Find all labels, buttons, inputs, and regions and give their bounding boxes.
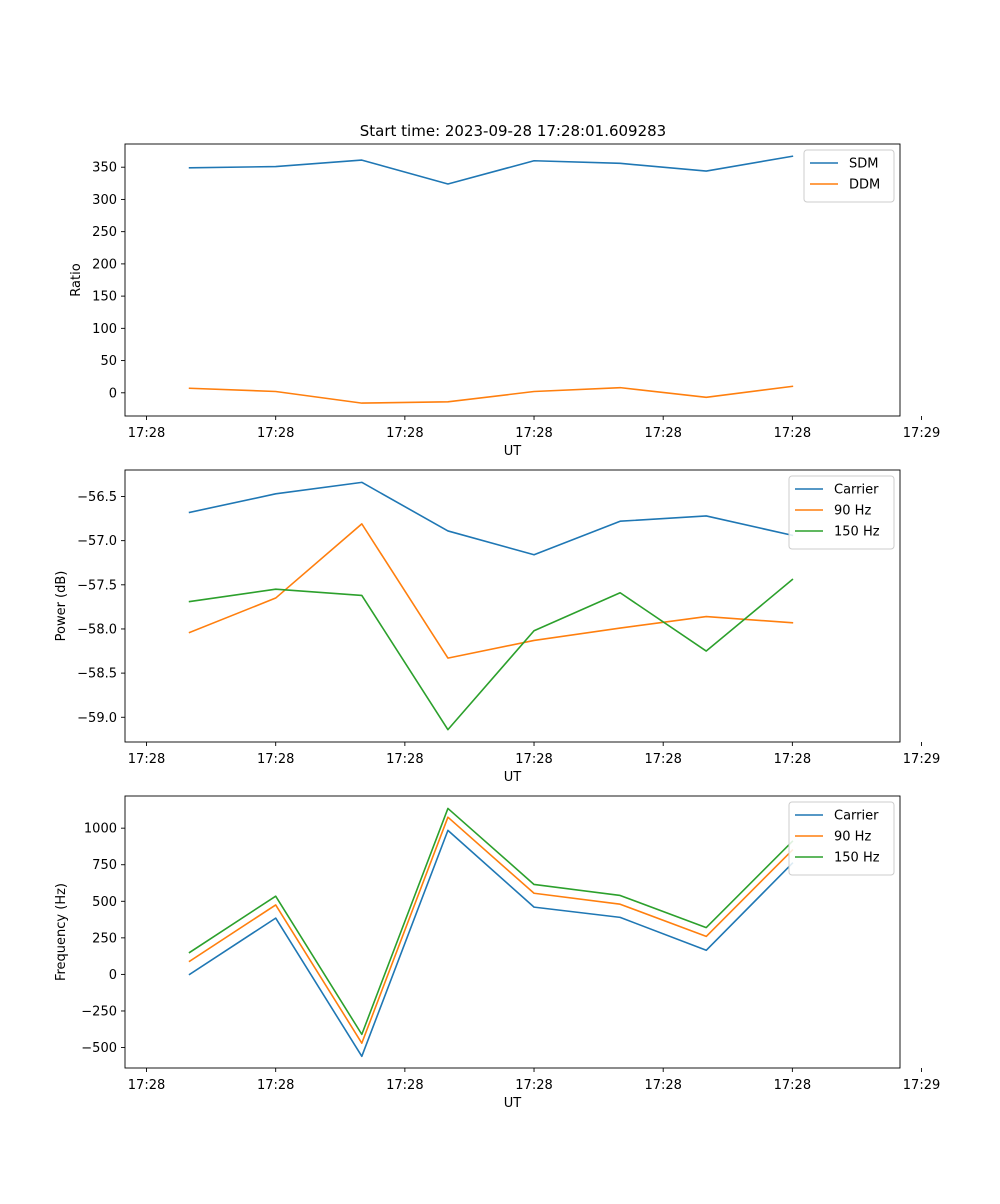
series-line-carrier (188, 829, 794, 1058)
legend-entry: 90 Hz (834, 830, 871, 845)
y-tick-label: 250 (92, 931, 117, 946)
legend-entry: SDM (849, 157, 878, 172)
legend: Carrier 90 Hz 150 Hz (788, 475, 895, 550)
series-line-sdm (188, 155, 794, 185)
legend-entry: 150 Hz (834, 851, 880, 866)
y-tick-label: 250 (92, 225, 117, 240)
y-tick-label: −57.5 (77, 578, 117, 593)
plot-frame (124, 143, 901, 417)
series-line-90-hz (188, 816, 794, 1044)
x-tick-label: 17:28 (515, 752, 552, 767)
y-tick-label: −57.0 (77, 534, 117, 549)
x-tick-label: 17:28 (515, 426, 552, 441)
legend-entry: 90 Hz (834, 504, 871, 519)
series-line-150-hz (188, 578, 794, 731)
y-tick-label: −59.0 (77, 711, 117, 726)
y-tick-label: 750 (92, 858, 117, 873)
x-axis-label: UT (504, 444, 522, 459)
y-tick-label: 1000 (84, 822, 117, 837)
y-tick-label: 150 (92, 290, 117, 305)
x-tick-label: 17:28 (386, 1078, 423, 1093)
x-tick-label: 17:28 (644, 752, 681, 767)
series-line-ddm (188, 385, 794, 404)
series-line-carrier (188, 481, 794, 556)
legend-entry: DDM (849, 178, 880, 193)
x-axis-label: UT (504, 770, 522, 785)
y-tick-label: −250 (81, 1004, 117, 1019)
ratio-chart: 17:28 17:28 17:28 17:28 17:28 17:28 17:29 0 50 10… (69, 143, 940, 459)
x-tick-label: 17:29 (903, 1078, 940, 1093)
x-tick-label: 17:28 (128, 752, 165, 767)
y-tick-label: 50 (100, 354, 117, 369)
y-tick-label: −56.5 (77, 490, 117, 505)
legend-entry: Carrier (834, 809, 879, 824)
legend: SDM DDM (803, 149, 895, 203)
y-tick-label: 200 (92, 257, 117, 272)
series-line-90-hz (188, 523, 794, 659)
x-tick-label: 17:28 (128, 426, 165, 441)
y-axis-label: Ratio (69, 263, 84, 296)
x-tick-label: 17:28 (774, 752, 811, 767)
x-tick-label: 17:28 (644, 1078, 681, 1093)
legend-entry: 150 Hz (834, 525, 880, 540)
x-tick-label: 17:28 (644, 426, 681, 441)
y-axis-label: Frequency (Hz) (54, 883, 69, 981)
plot-frame (124, 795, 901, 1069)
y-tick-label: −500 (81, 1041, 117, 1056)
x-tick-label: 17:29 (903, 426, 940, 441)
y-tick-label: −58.0 (77, 622, 117, 637)
series-group (188, 155, 794, 404)
y-tick-label: 0 (109, 968, 117, 983)
x-tick-label: 17:28 (515, 1078, 552, 1093)
legend: Carrier 90 Hz 150 Hz (788, 801, 895, 876)
x-tick-label: 17:28 (128, 1078, 165, 1093)
panels: 17:28 17:28 17:28 17:28 17:28 17:28 17:29 0 50 10… (54, 143, 940, 1111)
series-line-150-hz (188, 807, 794, 1036)
series-group (188, 807, 794, 1058)
x-tick-label: 17:28 (257, 426, 294, 441)
y-tick-label: 300 (92, 193, 117, 208)
figure-title: Start time: 2023-09-28 17:28:01.609283 (360, 122, 666, 140)
power-chart: 17:28 17:28 17:28 17:28 17:28 17:28 17:29 −59.0… (54, 469, 940, 785)
x-axis-label: UT (504, 1096, 522, 1111)
legend-entry: Carrier (834, 483, 879, 498)
y-tick-label: −58.5 (77, 667, 117, 682)
x-tick-label: 17:28 (774, 426, 811, 441)
x-tick-label: 17:28 (257, 1078, 294, 1093)
x-tick-label: 17:28 (774, 1078, 811, 1093)
x-tick-label: 17:29 (903, 752, 940, 767)
y-tick-label: 100 (92, 322, 117, 337)
y-tick-label: 350 (92, 161, 117, 176)
plot-frame (124, 469, 901, 743)
y-tick-label: 0 (109, 386, 117, 401)
y-axis-label: Power (dB) (54, 571, 69, 642)
series-group (188, 481, 794, 731)
x-tick-label: 17:28 (386, 426, 423, 441)
frequency-chart: 17:28 17:28 17:28 17:28 17:28 17:28 17:29 −500 −… (54, 795, 940, 1111)
x-tick-label: 17:28 (257, 752, 294, 767)
y-tick-label: 500 (92, 895, 117, 910)
x-tick-label: 17:28 (386, 752, 423, 767)
